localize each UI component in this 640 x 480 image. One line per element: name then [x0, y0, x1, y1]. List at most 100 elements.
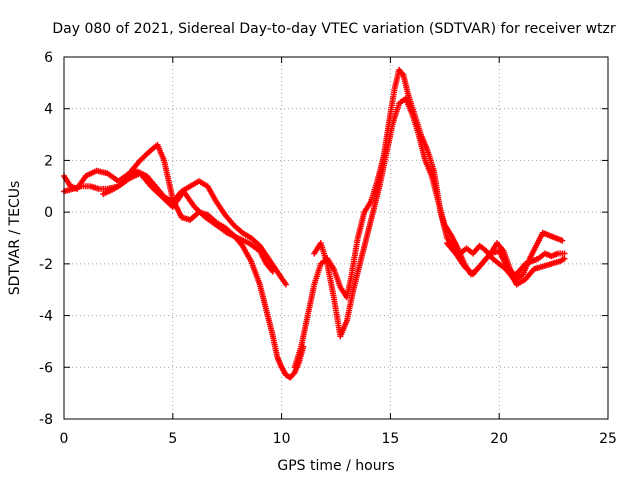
data-point [214, 223, 229, 235]
data-point [495, 241, 506, 253]
data-point [442, 223, 454, 237]
series-e [311, 95, 566, 340]
data-point [205, 185, 219, 204]
data-point [397, 96, 407, 106]
data-point [98, 185, 109, 192]
data-point [547, 233, 558, 241]
data-point [515, 277, 527, 287]
data-point [491, 257, 501, 266]
data-point [112, 179, 127, 191]
data-point [387, 87, 398, 115]
data-point [138, 148, 153, 162]
chart-title: Day 080 of 2021, Sidereal Day-to-day VTE… [52, 21, 616, 37]
data-point [247, 241, 262, 253]
grid [64, 57, 608, 419]
data-point [144, 174, 158, 188]
y-tick-label: 4 [44, 102, 53, 118]
data-point [557, 250, 566, 257]
data-point [534, 231, 545, 247]
series-f [443, 240, 568, 288]
data-point [357, 237, 369, 265]
data-point [188, 210, 201, 222]
data-point [331, 268, 343, 289]
data-point [324, 263, 337, 299]
data-point [400, 74, 411, 95]
data-point [541, 230, 551, 238]
data-point [445, 241, 458, 255]
y-axis-title: SDTVAR / TECUs [7, 181, 23, 296]
data-point [193, 205, 207, 219]
y-tick-label: 6 [44, 50, 53, 66]
data-point [153, 184, 166, 199]
data-point [240, 244, 254, 263]
data-point [471, 262, 484, 276]
data-point [530, 256, 540, 264]
data-point [377, 154, 389, 188]
data-point [497, 249, 510, 271]
data-point [449, 234, 460, 250]
data-point [537, 251, 547, 261]
data-point [127, 159, 142, 175]
data-point [397, 68, 406, 77]
data-point [497, 262, 508, 271]
x-tick-label: 25 [599, 431, 617, 447]
data-point [364, 211, 376, 239]
data-point [478, 244, 488, 253]
data-point [298, 314, 311, 348]
data-point [226, 230, 240, 241]
series-d [291, 66, 568, 371]
data-point [370, 185, 382, 214]
data-point [282, 281, 289, 288]
data-point [305, 283, 317, 317]
y-tick-label: -2 [39, 257, 53, 273]
data-point [123, 169, 138, 183]
data-point [171, 189, 184, 204]
data-point [257, 249, 269, 265]
data-point [561, 250, 568, 257]
data-point [362, 200, 373, 214]
y-tick-label: 2 [44, 153, 53, 169]
data-point [236, 235, 251, 246]
data-point [62, 174, 73, 188]
x-tick-label: 0 [60, 431, 69, 447]
data-point [263, 309, 276, 338]
data-point [106, 171, 120, 183]
plot-frame [63, 56, 609, 420]
y-tick-label: -4 [39, 309, 53, 325]
data-point [423, 159, 434, 177]
data-points [61, 66, 568, 381]
series-c [100, 167, 289, 288]
data-point [155, 143, 167, 162]
data-point [445, 236, 456, 248]
data-point [248, 260, 263, 286]
data-point [204, 215, 218, 227]
data-point [429, 174, 441, 203]
data-point [416, 133, 428, 162]
series-b [61, 170, 276, 275]
data-point [561, 255, 568, 262]
data-point [465, 246, 475, 256]
data-point [275, 270, 288, 286]
data-point [521, 257, 532, 276]
data-point [264, 262, 275, 274]
data-point [338, 319, 350, 338]
data-point [517, 262, 527, 274]
y-tick-label: -6 [39, 360, 53, 376]
data-point [188, 179, 201, 189]
data-point [515, 272, 525, 282]
data-point [344, 288, 356, 322]
data-point [554, 235, 564, 243]
x-tick-label: 20 [490, 431, 508, 447]
data-point [550, 251, 560, 259]
data-point [288, 370, 297, 380]
x-axis-title: GPS time / hours [277, 458, 394, 474]
data-point [223, 213, 236, 227]
data-point [559, 237, 566, 244]
data-point [558, 256, 566, 264]
axis-ticks: 0 5 10 15 20 25 -8 -6 -4 -2 0 2 4 6 [39, 50, 617, 447]
data-point [80, 183, 91, 190]
y-tick-label: -8 [39, 412, 53, 428]
data-point [523, 267, 536, 281]
data-point [149, 143, 159, 152]
